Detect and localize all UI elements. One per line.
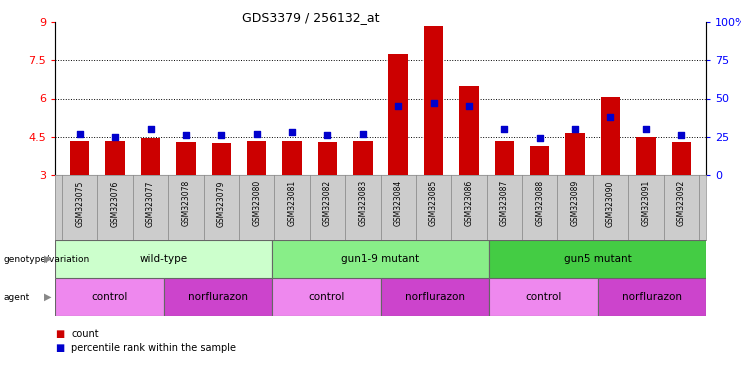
Text: norflurazon: norflurazon	[622, 292, 682, 302]
Point	[640, 126, 652, 132]
Text: GSM323085: GSM323085	[429, 180, 438, 227]
Text: GSM323091: GSM323091	[642, 180, 651, 227]
Bar	[272, 278, 380, 316]
Bar	[565, 133, 585, 175]
Bar	[141, 138, 160, 175]
Bar	[494, 141, 514, 175]
Point	[675, 132, 687, 138]
Bar	[489, 278, 597, 316]
Point	[216, 132, 227, 138]
Point	[428, 100, 439, 106]
Bar	[318, 142, 337, 175]
Point	[463, 103, 475, 109]
Text: GSM323078: GSM323078	[182, 180, 190, 227]
Bar	[176, 142, 196, 175]
Text: control: control	[525, 292, 562, 302]
Bar	[55, 278, 164, 316]
Point	[74, 131, 86, 137]
Text: GSM323080: GSM323080	[252, 180, 261, 227]
Bar	[671, 142, 691, 175]
Bar	[597, 278, 706, 316]
Text: wild-type: wild-type	[139, 254, 187, 264]
Text: gun1-9 mutant: gun1-9 mutant	[342, 254, 419, 264]
Point	[569, 126, 581, 132]
Text: control: control	[308, 292, 345, 302]
Bar	[424, 26, 443, 175]
Bar	[459, 86, 479, 175]
Text: GSM323088: GSM323088	[535, 180, 544, 226]
Bar	[272, 240, 489, 278]
Text: agent: agent	[4, 293, 30, 301]
Text: gun5 mutant: gun5 mutant	[564, 254, 631, 264]
Bar	[70, 141, 90, 175]
Text: GSM323092: GSM323092	[677, 180, 685, 227]
Text: ■: ■	[55, 343, 64, 353]
Text: ■: ■	[55, 329, 64, 339]
Bar	[282, 141, 302, 175]
Text: GSM323075: GSM323075	[76, 180, 84, 227]
Text: norflurazon: norflurazon	[405, 292, 465, 302]
Bar	[105, 141, 125, 175]
Text: norflurazon: norflurazon	[187, 292, 247, 302]
Point	[250, 131, 262, 137]
Point	[499, 126, 511, 132]
Bar	[636, 137, 656, 175]
Text: GSM323082: GSM323082	[323, 180, 332, 226]
Text: GSM323089: GSM323089	[571, 180, 579, 227]
Text: ▶: ▶	[44, 254, 51, 264]
Bar	[55, 240, 272, 278]
Bar	[212, 143, 231, 175]
Point	[180, 132, 192, 138]
Point	[534, 135, 545, 141]
Point	[109, 134, 121, 140]
Point	[392, 103, 404, 109]
Bar	[247, 141, 267, 175]
Text: GDS3379 / 256132_at: GDS3379 / 256132_at	[242, 12, 380, 25]
Text: GSM323076: GSM323076	[110, 180, 119, 227]
Text: genotype/variation: genotype/variation	[4, 255, 90, 263]
Text: GSM323077: GSM323077	[146, 180, 155, 227]
Text: count: count	[71, 329, 99, 339]
Bar	[164, 278, 272, 316]
Bar	[353, 141, 373, 175]
Bar	[530, 146, 549, 175]
Point	[144, 126, 156, 132]
Text: GSM323083: GSM323083	[359, 180, 368, 227]
Point	[286, 129, 298, 135]
Bar	[489, 240, 706, 278]
Text: percentile rank within the sample: percentile rank within the sample	[71, 343, 236, 353]
Bar	[388, 54, 408, 175]
Text: ▶: ▶	[44, 292, 51, 302]
Text: GSM323079: GSM323079	[217, 180, 226, 227]
Point	[322, 132, 333, 138]
Text: GSM323084: GSM323084	[393, 180, 402, 227]
Text: control: control	[91, 292, 127, 302]
Bar	[380, 278, 489, 316]
Text: GSM323090: GSM323090	[606, 180, 615, 227]
Text: GSM323086: GSM323086	[465, 180, 473, 227]
Text: GSM323081: GSM323081	[288, 180, 296, 226]
Point	[605, 114, 617, 120]
Point	[357, 131, 369, 137]
Text: GSM323087: GSM323087	[500, 180, 509, 227]
Bar	[601, 97, 620, 175]
